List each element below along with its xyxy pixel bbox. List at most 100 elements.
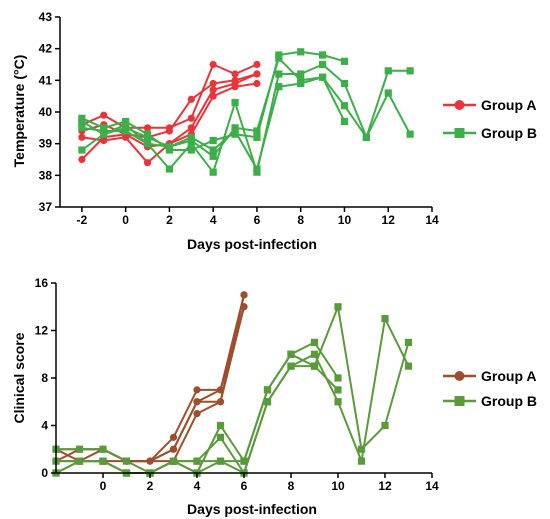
temperature-data-point-group-a: [143, 159, 152, 167]
temperature-data-point-group-a: [100, 111, 108, 119]
clinical-data-point-group-a: [146, 457, 154, 465]
temperature-data-point-group-b: [340, 57, 349, 65]
temperature-data-point-group-b: [362, 133, 370, 141]
temperature-data-point-group-b: [78, 124, 86, 132]
temperature-data-point-group-b: [78, 146, 86, 154]
temperature-legend-label-group-a: Group A: [481, 97, 536, 113]
temperature-data-point-group-b: [100, 127, 108, 135]
clinical-x-tick-label: 6: [241, 479, 248, 493]
clinical-data-point-group-b: [310, 350, 319, 358]
temperature-data-point-group-b: [297, 79, 305, 88]
clinical-score-chart: 0 4 8 12 16 0 2 4 6 8 10 12 14 Days post-infection C…: [11, 276, 537, 517]
clinical-data-point-group-b: [357, 445, 366, 453]
temperature-data-point-group-a: [78, 133, 86, 141]
clinical-data-point-group-a: [240, 303, 248, 311]
temperature-data-point-group-a: [209, 60, 217, 69]
temperature-x-tick-label: 12: [382, 213, 396, 227]
temperature-legend-label-group-b: Group B: [481, 125, 537, 141]
temperature-data-point-group-a: [187, 95, 195, 103]
clinical-data-point-group-a: [193, 398, 201, 406]
clinical-data-point-group-b: [216, 457, 225, 465]
temperature-legend-item-group-a: Group A: [443, 97, 536, 113]
clinical-data-point-group-b: [287, 362, 295, 370]
temperature-data-point-group-a: [78, 155, 86, 164]
temperature-x-tick-label: 6: [254, 213, 261, 227]
temperature-axes: 37 38 39 40 41 42 43 -2 0 2 4 6 8 10 12 14: [39, 10, 439, 227]
clinical-y-axis-title: Clinical score: [11, 332, 27, 423]
temperature-data-point-group-a: [209, 92, 217, 100]
temperature-data-point-group-b: [209, 136, 217, 145]
clinical-data-point-group-b: [334, 303, 342, 311]
temperature-data-point-group-a: [231, 70, 239, 78]
clinical-x-tick-label: 4: [194, 479, 201, 493]
clinical-x-axis-title: Days post-infection: [187, 501, 317, 517]
temperature-data-point-group-b: [187, 133, 195, 141]
temperature-data-point-group-a: [253, 79, 261, 88]
clinical-data-point-group-b: [216, 421, 225, 430]
temperature-data-point-group-b: [406, 130, 414, 138]
temperature-y-axis-title: Temperature (°C): [11, 55, 27, 168]
clinical-y-tick-label: 8: [41, 371, 48, 385]
temperature-data-point-group-b: [384, 89, 392, 97]
clinical-data-point-group-a: [169, 433, 178, 441]
clinical-data-point-group-b: [240, 457, 248, 465]
clinical-series-layer: [52, 291, 413, 477]
clinical-data-point-group-b: [310, 362, 319, 370]
temperature-data-point-group-a: [209, 79, 217, 88]
temperature-y-tick-label: 43: [39, 10, 53, 24]
clinical-data-point-group-b: [99, 445, 107, 453]
temperature-data-point-group-b: [384, 67, 392, 75]
clinical-x-tick-label: 2: [147, 479, 154, 493]
temperature-data-point-group-b: [187, 146, 195, 154]
clinical-legend-label-group-a: Group A: [481, 368, 536, 384]
temperature-y-tick-label: 39: [39, 137, 53, 151]
clinical-x-tick-label: 10: [331, 479, 345, 493]
clinical-y-tick-label: 4: [41, 419, 48, 433]
temperature-data-point-group-b: [253, 127, 261, 135]
temperature-data-point-group-b: [318, 60, 327, 69]
temperature-data-point-group-b: [253, 165, 261, 173]
clinical-legend-item-group-a: Group A: [443, 368, 536, 384]
clinical-legend-marker-group-b: [454, 396, 465, 406]
temperature-legend-marker-group-a: [454, 100, 465, 110]
clinical-y-tick-label: 12: [35, 324, 49, 338]
clinical-data-point-group-b: [310, 338, 319, 346]
temperature-x-tick-label: 4: [210, 213, 217, 227]
temperature-data-point-group-b: [143, 133, 152, 141]
clinical-data-point-group-a: [216, 386, 225, 394]
temperature-data-point-group-b: [165, 143, 174, 151]
temperature-x-tick-label: 10: [338, 213, 352, 227]
clinical-data-point-group-b: [75, 445, 84, 453]
temperature-data-point-group-b: [231, 127, 239, 135]
clinical-data-point-group-a: [216, 398, 225, 406]
temperature-x-tick-label: -2: [77, 213, 88, 227]
temperature-data-point-group-b: [297, 70, 305, 78]
temperature-data-point-group-b: [275, 83, 283, 91]
clinical-data-point-group-b: [263, 398, 272, 406]
clinical-data-point-group-b: [381, 421, 389, 430]
clinical-data-point-group-b: [404, 338, 413, 346]
temperature-data-point-group-b: [406, 67, 414, 75]
clinical-axes: 0 4 8 12 16 0 2 4 6 8 10 12 14: [35, 276, 439, 493]
clinical-y-tick-label: 16: [35, 276, 49, 290]
clinical-y-tick-label: 0: [41, 466, 48, 480]
clinical-legend-label-group-b: Group B: [481, 393, 537, 409]
temperature-data-point-group-b: [231, 98, 239, 107]
temperature-data-point-group-b: [297, 48, 305, 56]
clinical-series-line-group-b: [55, 365, 339, 474]
temperature-data-point-group-b: [253, 133, 261, 141]
temperature-data-point-group-b: [209, 152, 217, 160]
temperature-data-point-group-a: [187, 114, 195, 122]
clinical-data-point-group-b: [404, 362, 413, 370]
clinical-series-line-group-a: [56, 306, 245, 463]
clinical-data-point-group-b: [357, 457, 366, 465]
clinical-x-tick-label: 14: [425, 479, 439, 493]
temperature-data-point-group-b: [209, 146, 217, 154]
temperature-x-tick-label: 8: [297, 213, 304, 227]
clinical-data-point-group-a: [240, 291, 248, 299]
temperature-legend-item-group-b: Group B: [443, 125, 537, 141]
temperature-y-tick-label: 37: [39, 200, 53, 214]
temperature-data-point-group-b: [275, 70, 283, 78]
clinical-x-tick-label: 12: [378, 479, 392, 493]
temperature-data-point-group-a: [209, 86, 217, 94]
